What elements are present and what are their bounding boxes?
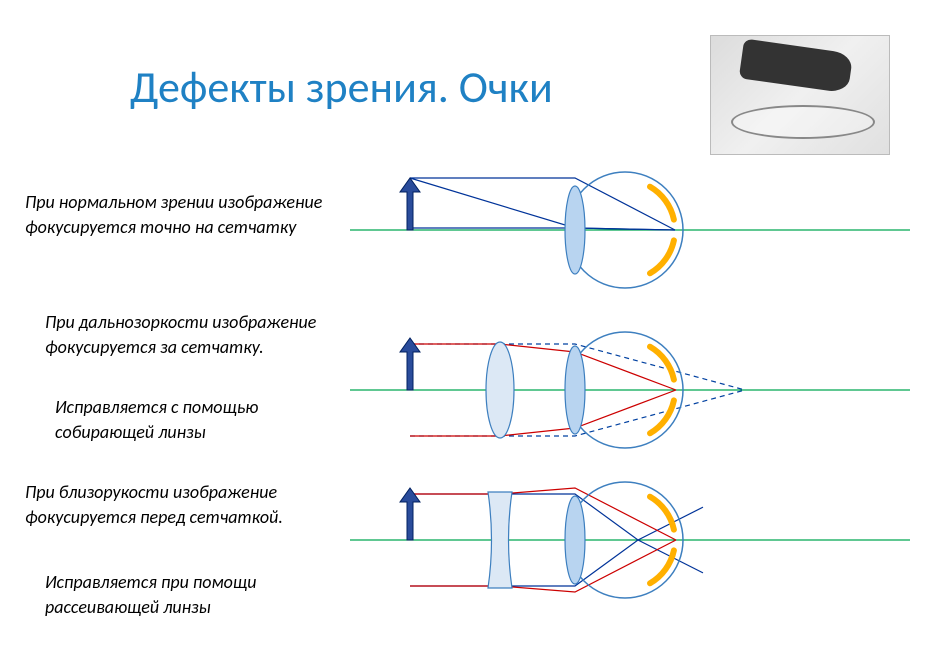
glasses-photo (710, 35, 890, 155)
page-title: Дефекты зрения. Очки (130, 60, 553, 114)
diagram-normal (350, 160, 910, 300)
diagram-hyperopia (350, 320, 910, 460)
caption-hyperopia-1: При дальнозоркости изображение фокусируе… (45, 310, 345, 360)
caption-normal: При нормальном зрении изображение фокуси… (25, 190, 325, 240)
diagram-myopia (350, 470, 910, 610)
caption-hyperopia-2: Исправляется с помощью собирающей линзы (55, 395, 355, 445)
caption-myopia-2: Исправляется при помощи рассеивающей лин… (45, 570, 345, 620)
caption-myopia-1: При близорукости изображение фокусируетс… (25, 480, 325, 530)
